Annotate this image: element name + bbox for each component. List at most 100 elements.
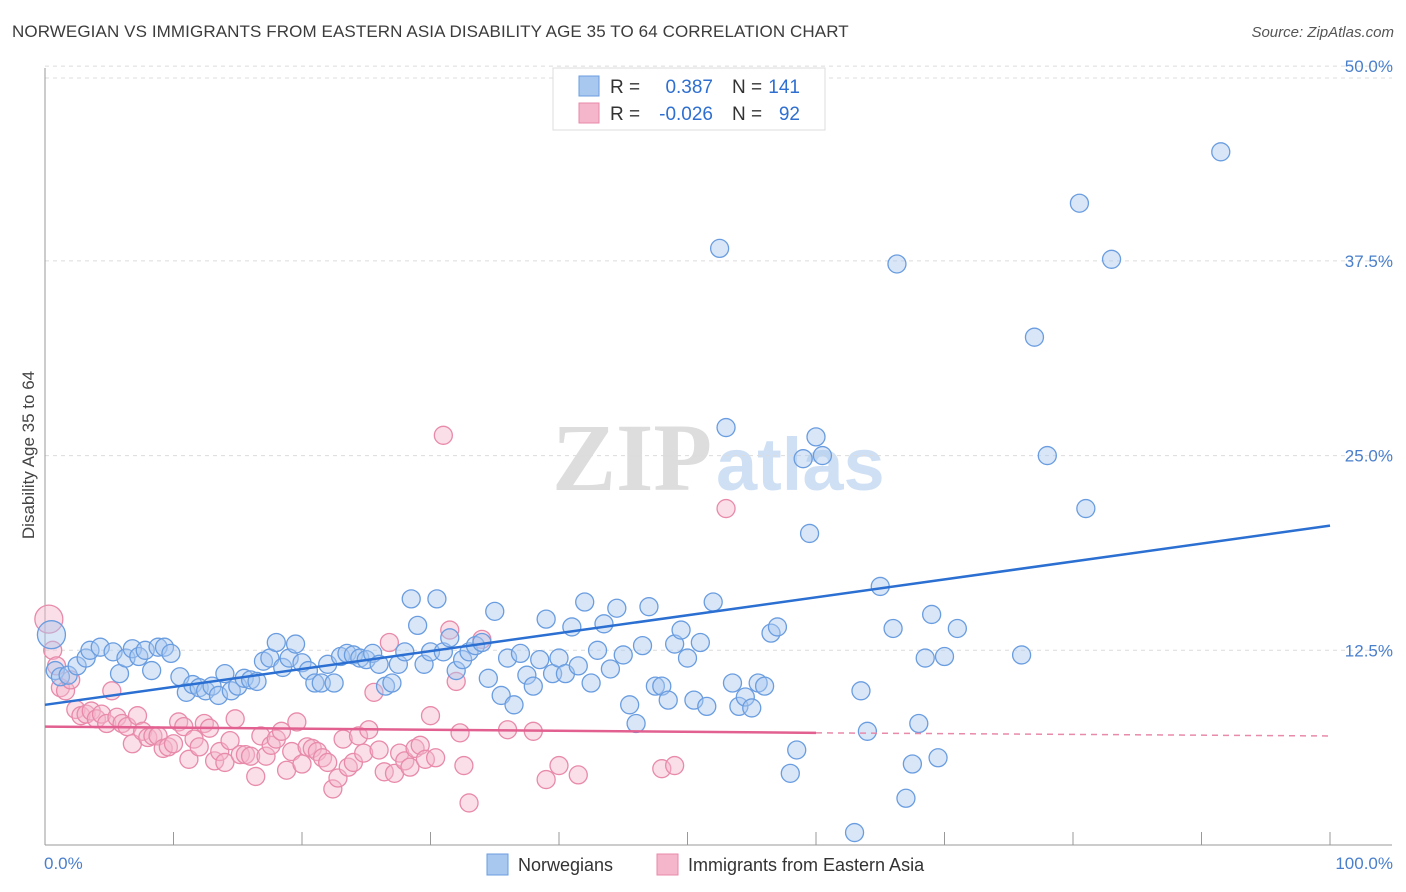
- data-point: [754, 676, 775, 696]
- series-legend: Norwegians Immigrants from Eastern Asia: [486, 853, 925, 876]
- bottom-legend-label-norwegians: Norwegians: [518, 855, 613, 875]
- x-ticks: [44, 832, 1331, 845]
- norwegians-trend-line: [44, 524, 1331, 707]
- data-point: [50, 667, 71, 687]
- data-point: [1011, 645, 1032, 665]
- legend-swatch-immigrants: [578, 102, 600, 124]
- x-tick-label-max: 100.0%: [1335, 854, 1393, 873]
- data-point: [1037, 445, 1057, 466]
- data-point: [928, 748, 948, 768]
- data-point: [658, 690, 678, 710]
- data-point: [395, 642, 415, 662]
- data-point: [452, 649, 473, 670]
- data-point: [189, 737, 209, 757]
- data-point: [600, 659, 621, 679]
- data-point: [425, 748, 446, 768]
- gridlines: [45, 65, 1392, 651]
- data-point: [440, 628, 460, 648]
- data-point: [256, 746, 276, 766]
- data-point: [36, 620, 67, 650]
- data-point: [716, 498, 736, 519]
- data-point: [400, 757, 420, 777]
- data-point: [401, 589, 421, 609]
- data-point: [158, 737, 179, 757]
- data-point: [161, 643, 181, 664]
- data-point: [697, 696, 717, 717]
- data-point: [446, 660, 466, 681]
- data-point: [433, 425, 454, 445]
- data-point: [665, 755, 685, 776]
- data-point: [626, 713, 646, 734]
- legend-n-label-2: N =: [732, 104, 762, 125]
- data-point: [536, 769, 556, 790]
- legend-r-value-1: 0.387: [665, 77, 713, 98]
- data-point: [450, 723, 470, 743]
- data-point: [324, 673, 344, 693]
- source-label: Source: ZipAtlas.com: [1251, 24, 1394, 41]
- data-point: [240, 746, 261, 766]
- data-point: [887, 254, 907, 274]
- data-point: [594, 614, 614, 634]
- legend-r-label-2: R =: [610, 104, 640, 125]
- data-point: [43, 640, 63, 660]
- data-point: [382, 673, 402, 693]
- y-tick-label: 50.0%: [1345, 57, 1393, 76]
- data-point: [915, 648, 935, 668]
- immigrants-trend-line-dashed: [815, 732, 1331, 737]
- data-point: [246, 766, 266, 787]
- watermark: ZIP atlas: [552, 404, 885, 511]
- data-point: [536, 609, 556, 629]
- data-point: [127, 706, 148, 726]
- data-point: [354, 743, 374, 763]
- data-point: [420, 706, 441, 726]
- data-point: [575, 592, 595, 612]
- data-point: [1024, 327, 1045, 347]
- data-point: [716, 417, 736, 438]
- data-point: [793, 449, 813, 469]
- y-tick-labels: 12.5% 25.0% 37.5% 50.0%: [1345, 57, 1393, 660]
- chart-title: NORWEGIAN VS IMMIGRANTS FROM EASTERN ASI…: [12, 22, 849, 41]
- data-point: [271, 721, 292, 741]
- data-point: [530, 649, 550, 670]
- data-point: [632, 635, 653, 656]
- data-point: [305, 673, 325, 693]
- data-point: [787, 740, 807, 760]
- series-immigrants-eastern-asia: [34, 425, 736, 813]
- data-point: [671, 620, 691, 640]
- data-point: [587, 640, 608, 660]
- data-point: [568, 656, 588, 676]
- data-point: [287, 712, 307, 732]
- data-point: [523, 676, 543, 696]
- data-point: [639, 597, 659, 617]
- data-point: [485, 601, 505, 621]
- data-point: [645, 676, 666, 696]
- data-point: [613, 645, 633, 665]
- data-point: [722, 673, 743, 693]
- data-point: [652, 676, 672, 696]
- data-point: [851, 681, 871, 701]
- data-point: [677, 648, 698, 668]
- bottom-legend-swatch-immigrants: [656, 853, 679, 876]
- data-point: [902, 754, 923, 774]
- data-point: [478, 668, 498, 688]
- legend-n-value-1: 141: [768, 77, 800, 98]
- correlation-legend: R = 0.387 N = 141 R = -0.026 N = 92: [552, 67, 826, 131]
- data-point: [433, 642, 454, 662]
- data-point: [395, 751, 415, 771]
- data-point: [735, 687, 755, 707]
- data-point: [285, 634, 306, 654]
- data-point: [947, 618, 967, 639]
- data-point: [709, 238, 730, 259]
- data-point: [922, 604, 942, 625]
- data-point: [163, 734, 184, 754]
- data-point: [1069, 193, 1090, 213]
- data-point: [742, 698, 762, 718]
- data-point: [1101, 249, 1122, 269]
- data-point: [883, 618, 903, 639]
- data-point: [857, 721, 878, 741]
- data-point: [318, 752, 338, 773]
- data-point: [91, 704, 112, 724]
- data-point: [142, 660, 162, 681]
- watermark-zip: ZIP: [552, 404, 712, 511]
- data-point: [896, 788, 916, 808]
